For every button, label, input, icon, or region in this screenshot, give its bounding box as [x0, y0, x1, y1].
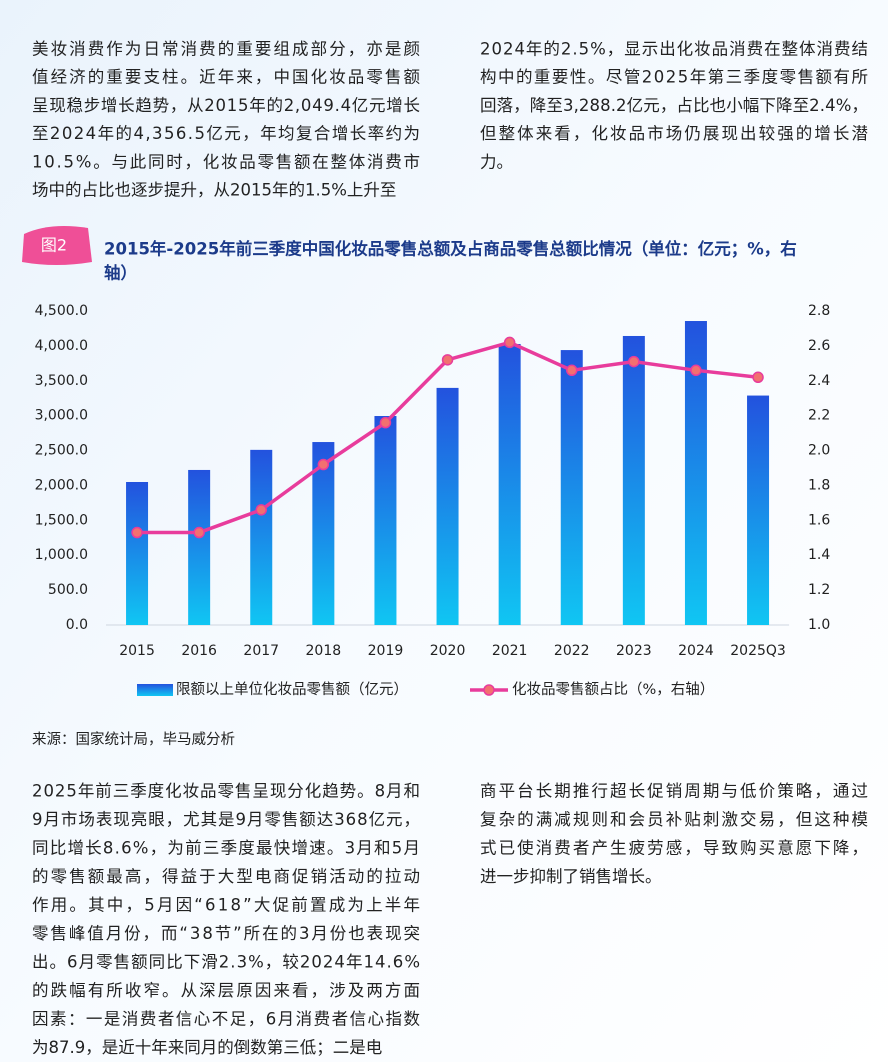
figure-label: 图2	[41, 236, 67, 255]
paragraph-line: 回落，降至3,288.2亿元，占比也小幅下降至2.4%，	[480, 96, 868, 115]
paragraph-line: 进一步抑制了销售增长。	[480, 867, 662, 886]
paragraph-line: 力。	[480, 152, 513, 171]
y2-tick-label: 2.6	[808, 338, 830, 354]
paragraph-line: 9月市场表现亮眼，尤其是9月零售额达368亿元，	[32, 810, 420, 829]
bar	[374, 416, 397, 625]
bar	[188, 469, 211, 625]
line-marker	[131, 526, 143, 539]
legend-swatch	[483, 684, 495, 696]
line-marker	[255, 504, 267, 516]
y2-tick-label: 2.0	[808, 443, 830, 459]
figure-title: 轴）	[104, 263, 137, 283]
line-marker	[379, 416, 392, 429]
legend-swatch	[137, 684, 173, 696]
source: 来源：国家统计局，毕马威分析	[32, 731, 235, 748]
x-tick-label: 2020	[430, 643, 466, 659]
bar	[250, 449, 273, 625]
paragraph-line: 但整体来看，化妆品市场仍展现出较强的增长潜	[480, 124, 868, 143]
y-tick-label: 1,500.0	[35, 512, 88, 528]
line-marker	[690, 364, 702, 377]
paragraph-line: 出。6月零售额同比下滑2.3%，较2024年14.6%	[32, 953, 420, 972]
bar	[622, 335, 645, 625]
paragraph-line: 呈现稳步增长趋势，从2015年的2,049.4亿元增长	[32, 96, 420, 115]
line-marker	[193, 526, 205, 539]
x-tick-label: 2015	[119, 643, 155, 659]
paragraph-line: 的跌幅有所收窄。从深层原因来看，涉及两方面	[32, 981, 420, 1000]
paragraph-line: 2025年前三季度化妆品零售呈现分化趋势。8月和	[32, 782, 420, 801]
paragraph-line: 同比增长8.6%，为前三季度最快增速。3月和5月	[32, 839, 420, 858]
y-tick-label: 3,500.0	[35, 373, 88, 389]
paragraph-line: 至2024年的4,356.5亿元，年均复合增长率约为	[32, 124, 420, 143]
bar	[684, 321, 707, 625]
x-tick-label: 2021	[492, 643, 528, 659]
legend-label: 限额以上单位化妆品零售额（亿元）	[176, 681, 408, 698]
bar	[498, 344, 521, 625]
y-tick-label: 0.0	[66, 617, 88, 633]
figure-badge	[22, 226, 92, 265]
y-tick-label: 4,500.0	[35, 303, 88, 319]
bar	[747, 395, 770, 625]
x-tick-label: 2024	[678, 643, 714, 659]
y-tick-label: 3,000.0	[35, 408, 88, 424]
paragraph-line: 作用。其中，5月因“618”大促前置成为上半年	[32, 896, 420, 915]
figure-title: 2015年-2025年前三季度中国化妆品零售总额及占商品零售总额比情况（单位：亿…	[104, 239, 797, 259]
paragraph-line: 构中的重要性。尽管2025年第三季度零售额有所	[480, 68, 868, 87]
paragraph-line: 2024年的2.5%，显示出化妆品消费在整体消费结	[480, 40, 868, 59]
y-tick-label: 1,000.0	[35, 547, 88, 563]
paragraph-line: 美妆消费作为日常消费的重要组成部分，亦是颜	[32, 40, 420, 59]
x-tick-label: 2019	[368, 643, 404, 659]
x-tick-label: 2022	[554, 643, 590, 659]
paragraph-line: 式已使消费者产生疲劳感，导致购买意愿下降，	[480, 839, 868, 858]
paragraph-line: 复杂的满减规则和会员补贴刺激交易，但这种模	[480, 810, 868, 829]
y-tick-label: 2,500.0	[35, 443, 88, 459]
x-tick-label: 2016	[181, 643, 217, 659]
line-marker	[317, 458, 330, 471]
y2-tick-label: 1.4	[808, 547, 830, 563]
bar	[436, 387, 459, 625]
paragraph-line: 因素：一是消费者信心不足，6月消费者信心指数	[32, 1010, 421, 1029]
y2-tick-label: 1.2	[808, 582, 830, 598]
paragraph-line: 10.5%。与此同时，化妆品零售额在整体消费市	[32, 152, 420, 171]
bar	[560, 350, 583, 625]
x-tick-label: 2023	[616, 643, 652, 659]
line-marker	[752, 371, 764, 384]
y-tick-label: 2,000.0	[35, 477, 88, 493]
paragraph-line: 值经济的重要支柱。近年来，中国化妆品零售额	[32, 68, 421, 87]
y2-tick-label: 2.8	[808, 303, 830, 319]
x-tick-label: 2025Q3	[730, 643, 786, 659]
y2-tick-label: 1.8	[808, 477, 830, 493]
y2-tick-label: 1.6	[808, 512, 830, 528]
y2-tick-label: 2.2	[808, 408, 830, 424]
legend-label: 化妆品零售额占比（%，右轴）	[512, 681, 714, 698]
y2-tick-label: 2.4	[808, 373, 830, 389]
line-marker	[628, 355, 640, 368]
line-marker	[441, 354, 454, 366]
paragraph-line: 的零售额最高，得益于大型电商促销活动的拉动	[32, 867, 420, 886]
x-tick-label: 2018	[306, 643, 342, 659]
y-tick-label: 4,000.0	[35, 338, 88, 354]
y2-tick-label: 1.0	[808, 617, 830, 633]
x-tick-label: 2017	[243, 643, 279, 659]
bar	[312, 442, 335, 625]
paragraph-line: 商平台长期推行超长促销周期与低价策略，通过	[480, 782, 868, 801]
y-tick-label: 500.0	[48, 582, 88, 598]
bar	[126, 481, 149, 625]
paragraph-line: 为87.9，是近十年来同月的倒数第三低；二是电	[32, 1038, 382, 1057]
line-marker	[566, 364, 578, 377]
paragraph-line: 场中的占比也逐步提升，从2015年的1.5%上升至	[32, 181, 396, 200]
line-marker	[503, 336, 516, 349]
paragraph-line: 零售峰值月份，而“38节”所在的3月份也表现突	[32, 924, 420, 943]
